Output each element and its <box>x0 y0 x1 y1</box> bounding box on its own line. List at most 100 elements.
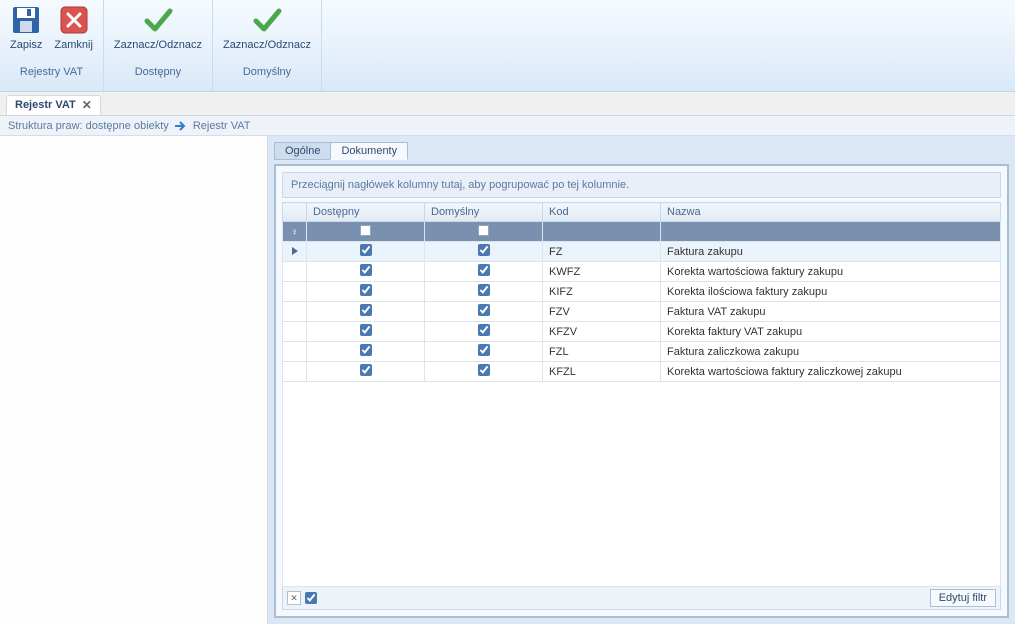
column-domyslny[interactable]: Domyślny <box>425 203 543 222</box>
table-row[interactable]: KIFZKorekta ilościowa faktury zakupu <box>283 282 1001 302</box>
cell-kod: FZL <box>543 342 661 362</box>
row-indicator-cell <box>283 342 307 362</box>
column-dostepny[interactable]: Dostępny <box>307 203 425 222</box>
grid-footer: ✕ Edytuj filtr <box>282 587 1001 610</box>
cell-dostepny <box>307 302 425 322</box>
cell-domyslny <box>425 362 543 382</box>
save-button[interactable]: Zapisz <box>4 2 48 66</box>
group-by-hint[interactable]: Przeciągnij nagłówek kolumny tutaj, aby … <box>282 172 1001 198</box>
dostepny-checkbox[interactable] <box>360 324 372 336</box>
domyslny-checkbox[interactable] <box>478 244 490 256</box>
document-tabs: Rejestr VAT ✕ <box>0 92 1015 116</box>
breadcrumb-part-2[interactable]: Rejestr VAT <box>193 120 251 132</box>
dostepny-checkbox[interactable] <box>360 364 372 376</box>
column-indicator <box>283 203 307 222</box>
documents-grid: Dostępny Domyślny Kod Nazwa ♀ <box>282 202 1001 382</box>
ribbon-group-domyslny: Zaznacz/Odznacz Domyślny <box>213 0 322 91</box>
check-icon <box>251 4 283 36</box>
ribbon-group-rejestry-vat: Zapisz Zamknij Rejestry VAT <box>0 0 104 91</box>
ribbon: Zapisz Zamknij Rejestry VAT Zaznacz/Odzn… <box>0 0 1015 92</box>
cell-dostepny <box>307 362 425 382</box>
cell-kod: FZ <box>543 242 661 262</box>
grid-panel: Przeciągnij nagłówek kolumny tutaj, aby … <box>274 164 1009 618</box>
table-row[interactable]: FZLFaktura zaliczkowa zakupu <box>283 342 1001 362</box>
domyslny-checkbox[interactable] <box>478 284 490 296</box>
cell-kod: KFZL <box>543 362 661 382</box>
tab-label: Rejestr VAT <box>15 99 76 111</box>
breadcrumb: Struktura praw: dostępne obiekty Rejestr… <box>0 116 1015 136</box>
filter-domyslny-checkbox[interactable] <box>478 225 489 236</box>
footer-filter-checkbox[interactable] <box>305 592 317 604</box>
filter-icon[interactable]: ♀ <box>291 227 299 238</box>
clear-filter-button[interactable]: ✕ <box>287 591 301 605</box>
cell-kod: KIFZ <box>543 282 661 302</box>
row-indicator-cell <box>283 282 307 302</box>
cell-nazwa: Korekta ilościowa faktury zakupu <box>661 282 1001 302</box>
cell-nazwa: Korekta wartościowa faktury zaliczkowej … <box>661 362 1001 382</box>
cell-domyslny <box>425 282 543 302</box>
breadcrumb-arrow-icon <box>175 121 187 131</box>
row-indicator-cell <box>283 262 307 282</box>
edit-filter-button[interactable]: Edytuj filtr <box>930 589 996 607</box>
ribbon-group-label-3: Domyślny <box>243 66 291 80</box>
cell-kod: FZV <box>543 302 661 322</box>
right-pane: Ogólne Dokumenty Przeciągnij nagłówek ko… <box>268 136 1015 624</box>
cell-nazwa: Faktura VAT zakupu <box>661 302 1001 322</box>
check-icon <box>142 4 174 36</box>
grid-empty-area <box>282 382 1001 587</box>
domyslny-checkbox[interactable] <box>478 364 490 376</box>
close-button[interactable]: Zamknij <box>48 2 99 66</box>
table-row[interactable]: KFZVKorekta faktury VAT zakupu <box>283 322 1001 342</box>
dostepny-checkbox[interactable] <box>360 304 372 316</box>
cell-dostepny <box>307 242 425 262</box>
inner-tabs: Ogólne Dokumenty <box>274 142 1009 160</box>
tab-close-icon[interactable]: ✕ <box>82 100 92 110</box>
cell-nazwa: Faktura zaliczkowa zakupu <box>661 342 1001 362</box>
column-nazwa[interactable]: Nazwa <box>661 203 1001 222</box>
save-button-label: Zapisz <box>10 38 42 66</box>
cell-nazwa: Korekta wartościowa faktury zakupu <box>661 262 1001 282</box>
table-row[interactable]: FZFaktura zakupu <box>283 242 1001 262</box>
dostepny-checkbox[interactable] <box>360 284 372 296</box>
tab-dokumenty[interactable]: Dokumenty <box>330 142 408 160</box>
breadcrumb-part-1[interactable]: Struktura praw: dostępne obiekty <box>8 120 169 132</box>
domyslny-checkbox[interactable] <box>478 304 490 316</box>
cell-domyslny <box>425 242 543 262</box>
table-row[interactable]: KFZLKorekta wartościowa faktury zaliczko… <box>283 362 1001 382</box>
column-kod[interactable]: Kod <box>543 203 661 222</box>
cell-nazwa: Korekta faktury VAT zakupu <box>661 322 1001 342</box>
main-area: Ogólne Dokumenty Przeciągnij nagłówek ko… <box>0 136 1015 624</box>
domyslny-checkbox[interactable] <box>478 344 490 356</box>
cell-dostepny <box>307 282 425 302</box>
row-indicator-cell <box>283 362 307 382</box>
tab-rejestr-vat[interactable]: Rejestr VAT ✕ <box>6 95 101 115</box>
tab-ogolne[interactable]: Ogólne <box>274 142 331 160</box>
dostepny-checkbox[interactable] <box>360 264 372 276</box>
domyslny-checkbox[interactable] <box>478 324 490 336</box>
cell-dostepny <box>307 262 425 282</box>
grid-filter-row: ♀ <box>283 222 1001 242</box>
filter-nazwa-cell[interactable] <box>661 222 1001 242</box>
close-icon <box>58 4 90 36</box>
cell-dostepny <box>307 322 425 342</box>
ribbon-group-label-2: Dostępny <box>135 66 181 80</box>
toggle-available-label: Zaznacz/Odznacz <box>114 38 202 66</box>
filter-dostepny-checkbox[interactable] <box>360 225 371 236</box>
toggle-default-button[interactable]: Zaznacz/Odznacz <box>217 2 317 66</box>
cell-kod: KWFZ <box>543 262 661 282</box>
cell-domyslny <box>425 342 543 362</box>
domyslny-checkbox[interactable] <box>478 264 490 276</box>
row-indicator-cell <box>283 242 307 262</box>
close-button-label: Zamknij <box>54 38 93 66</box>
row-indicator-cell <box>283 322 307 342</box>
left-pane <box>0 136 268 624</box>
table-row[interactable]: KWFZKorekta wartościowa faktury zakupu <box>283 262 1001 282</box>
row-indicator-icon <box>292 247 298 255</box>
toggle-default-label: Zaznacz/Odznacz <box>223 38 311 66</box>
table-row[interactable]: FZVFaktura VAT zakupu <box>283 302 1001 322</box>
filter-kod-cell[interactable] <box>543 222 661 242</box>
dostepny-checkbox[interactable] <box>360 244 372 256</box>
cell-dostepny <box>307 342 425 362</box>
dostepny-checkbox[interactable] <box>360 344 372 356</box>
toggle-available-button[interactable]: Zaznacz/Odznacz <box>108 2 208 66</box>
